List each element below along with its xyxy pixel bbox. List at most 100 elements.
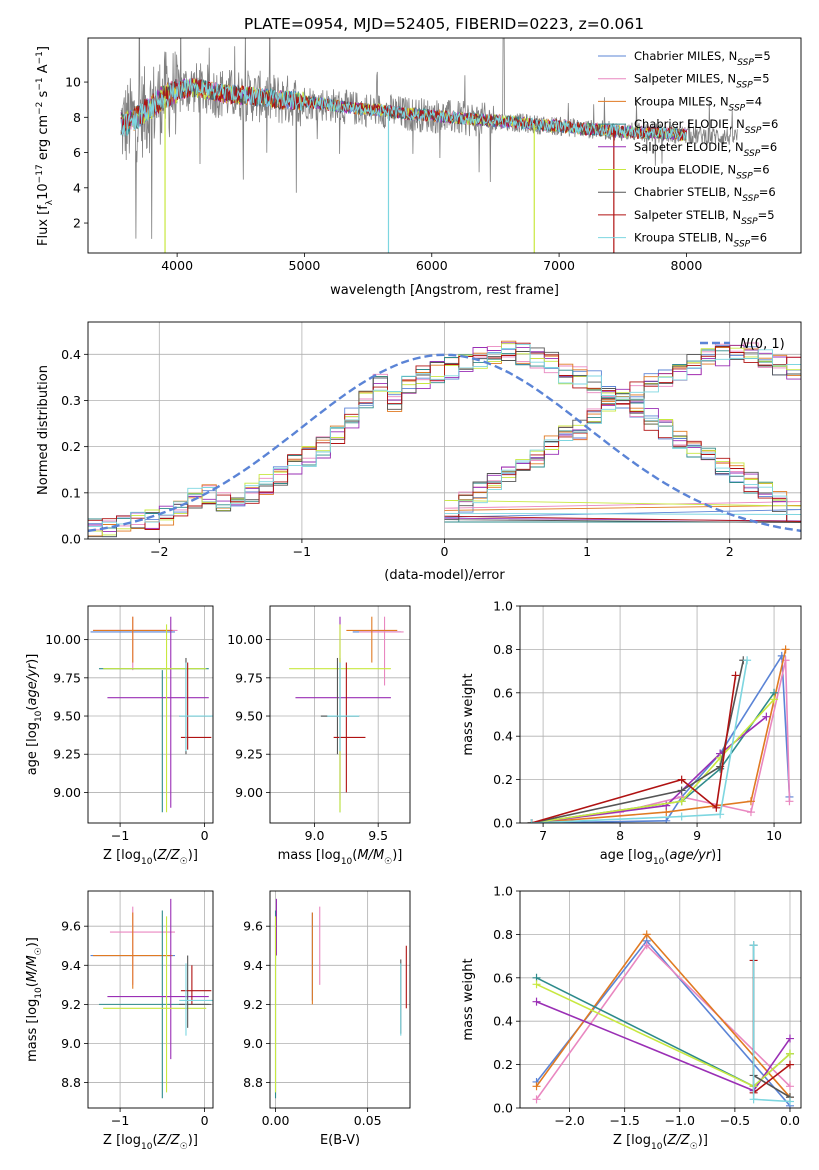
weight-marker: [642, 941, 651, 950]
panel-mass_vs_Z: −1 0 8.8 9.0 9.2 9.4 9.6 Z [log10(Z/Z☉)] mass [l…: [25, 890, 214, 1152]
weight-marker: [746, 797, 755, 806]
y-tick-label: 9.00: [53, 785, 81, 800]
panel-residual_hist: −2 −1 0 1 2 0.0 0.1 0.2 0.3 0.4 (data-model)/error…: [36, 321, 802, 583]
weight-marker: [785, 1082, 794, 1091]
x-tick-label: 10: [766, 828, 782, 843]
weight-line: [531, 716, 767, 823]
legend-label: Chabrier ELODIE, NSSP=6: [634, 117, 778, 136]
legend-label: Salpeter MILES, NSSP=5: [634, 72, 770, 91]
x-tick-label: −1: [293, 544, 311, 559]
axes-frame: [87, 605, 214, 824]
weight-line: [531, 660, 745, 823]
y-tick-label: 0.2: [61, 439, 81, 454]
x-tick-label: 1: [583, 544, 591, 559]
y-tick-label: 0.2: [493, 772, 513, 787]
weight-marker: [532, 980, 541, 989]
x-tick-label: −1: [111, 1113, 129, 1128]
weight-marker: [716, 810, 725, 819]
y-tick-label: 9.0: [61, 1036, 81, 1051]
y-tick-label: 9.0: [243, 1036, 263, 1051]
legend-label: Kroupa ELODIE, NSSP=6: [634, 163, 770, 182]
y-tick-label: 8.8: [61, 1075, 81, 1090]
y-tick-label: 2: [73, 216, 81, 231]
x-axis-label: wavelength [Angstrom, rest frame]: [330, 283, 559, 298]
weight-marker: [731, 671, 740, 680]
plot-area-weight_vs_Z: [520, 891, 801, 1108]
y-axis-label: mass [log10(M/M☉)]: [25, 937, 44, 1062]
weight-marker: [677, 775, 686, 784]
plot-area-weight_vs_age: [520, 606, 801, 823]
y-tick-label: 9.50: [53, 709, 81, 724]
y-axis-label: mass weight: [461, 958, 476, 1040]
y-tick-label: 8.8: [243, 1075, 263, 1090]
weight-marker: [746, 808, 755, 817]
axes-frame: [269, 605, 411, 824]
weight-marker: [749, 941, 758, 950]
axes-frame: [519, 890, 802, 1109]
weight-marker: [677, 786, 686, 795]
y-tick-label: 9.6: [243, 919, 263, 934]
x-tick-label: 9.0: [305, 828, 325, 843]
x-axis-label: Z [log10(Z/Z☉)]: [103, 848, 198, 867]
x-tick-label: 7000: [543, 258, 575, 273]
plot-area-age_vs_Z: [88, 606, 213, 823]
histogram-series: [88, 342, 801, 530]
x-tick-label: 0.00: [262, 1113, 290, 1128]
y-tick-label: 0.6: [493, 685, 513, 700]
axes-frame: [87, 890, 214, 1109]
weight-marker: [527, 819, 536, 823]
weight-marker: [743, 656, 752, 665]
y-tick-label: 8: [73, 110, 81, 125]
y-tick-label: 0.0: [493, 1101, 513, 1116]
x-axis-label: E(B-V): [320, 1133, 360, 1148]
y-axis-label: Normed distribution: [36, 365, 51, 495]
y-tick-label: 9.4: [61, 958, 81, 973]
x-tick-label: 0.0: [780, 1113, 800, 1128]
y-axis-label: Flux [fλ10−17 erg cm−2 s−1 A−1]: [35, 46, 55, 246]
legend-label: N(0, 1): [740, 337, 785, 352]
plot-area-residual_hist: [88, 322, 801, 539]
weight-marker: [532, 1095, 541, 1104]
x-axis-label: (data-model)/error: [384, 568, 505, 583]
weight-marker: [532, 997, 541, 1006]
x-tick-label: −1.0: [665, 1113, 695, 1128]
y-tick-label: 0.2: [493, 1057, 513, 1072]
weight-line: [752, 960, 791, 1095]
weight-marker: [642, 930, 651, 939]
weight-marker: [662, 816, 671, 823]
panel-weight_vs_age: 7 8 9 10 0.0 0.2 0.4 0.6 0.8 1.0 age [log10(age/yr…: [461, 599, 802, 867]
histogram-series: [88, 343, 801, 527]
weight-line: [531, 649, 787, 823]
y-tick-label: 9.75: [53, 670, 81, 685]
weight-marker: [749, 1095, 758, 1104]
panel-age_vs_Z: −1 0 9.00 9.25 9.50 9.75 10.00 Z [log10(Z/Z☉)] a…: [25, 605, 214, 867]
x-tick-label: −2: [150, 544, 168, 559]
x-tick-label: 8: [616, 828, 624, 843]
y-tick-label: 0.4: [493, 729, 513, 744]
weight-marker: [785, 1097, 794, 1106]
weight-marker: [781, 645, 790, 654]
model-spectrum: [120, 78, 687, 141]
y-tick-label: 0.8: [493, 642, 513, 657]
legend-label: Salpeter ELODIE, NSSP=6: [634, 140, 777, 159]
x-tick-label: 7: [539, 828, 547, 843]
plot-area-age_vs_mass: [270, 606, 410, 823]
y-tick-label: 6: [73, 145, 81, 160]
x-tick-label: 6000: [416, 258, 448, 273]
weight-line: [535, 944, 791, 1100]
weight-line: [531, 698, 775, 823]
y-axis-label: age [log10(age/yr)]: [25, 654, 44, 776]
y-tick-label: 10.00: [45, 632, 81, 647]
axes-frame: [87, 321, 802, 540]
weight-marker: [677, 797, 686, 806]
x-axis-label: age [log10(age/yr)]: [600, 848, 722, 867]
y-tick-label: 9.25: [53, 747, 81, 762]
y-tick-label: 9.6: [61, 919, 81, 934]
legend-label: Kroupa STELIB, NSSP=6: [634, 231, 767, 250]
y-tick-label: 10.00: [227, 632, 263, 647]
y-tick-label: 0.3: [61, 393, 81, 408]
x-tick-label: 8000: [671, 258, 703, 273]
x-tick-label: −2.0: [554, 1113, 584, 1128]
x-tick-label: 9.5: [368, 828, 388, 843]
